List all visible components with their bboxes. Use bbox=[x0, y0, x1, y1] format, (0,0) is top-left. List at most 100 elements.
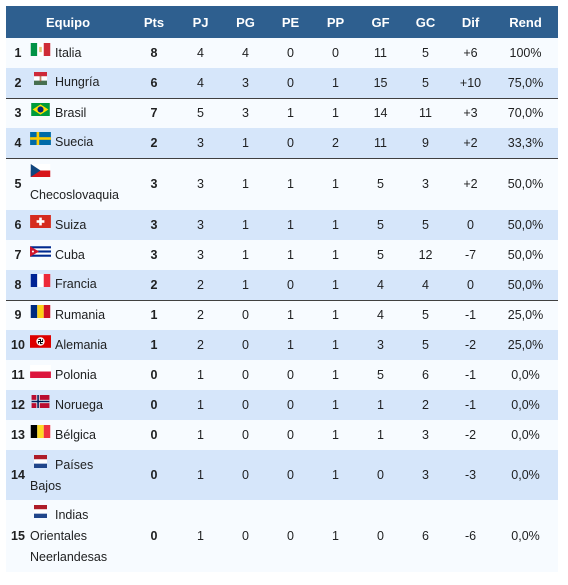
team-cell: Francia bbox=[30, 270, 131, 300]
header-equipo[interactable]: Equipo bbox=[6, 6, 131, 38]
pj-cell: 1 bbox=[178, 420, 224, 450]
team-cell: Italia bbox=[30, 38, 131, 68]
team-name[interactable]: Noruega bbox=[55, 397, 103, 412]
pp-cell: 1 bbox=[313, 240, 359, 270]
pp-cell: 1 bbox=[313, 390, 359, 420]
pts-cell: 3 bbox=[130, 210, 179, 240]
team-name[interactable]: Checoslovaquia bbox=[30, 188, 119, 203]
gc-cell: 6 bbox=[403, 500, 449, 572]
dif-cell: +3 bbox=[448, 97, 494, 128]
rend-cell: 0,0% bbox=[493, 390, 559, 420]
pe-cell: 1 bbox=[268, 299, 314, 330]
team-cell: Indias Orientales Neerlandesas bbox=[30, 500, 131, 572]
position-cell: 10 bbox=[6, 330, 30, 360]
team-name[interactable]: Países Bajos bbox=[30, 458, 94, 493]
team-cell: Noruega bbox=[30, 390, 131, 420]
dif-cell: +2 bbox=[448, 128, 494, 158]
pj-cell: 3 bbox=[178, 128, 224, 158]
pg-cell: 0 bbox=[223, 390, 269, 420]
gf-cell: 0 bbox=[358, 450, 404, 500]
pts-cell: 0 bbox=[130, 500, 179, 572]
position-cell: 15 bbox=[6, 500, 30, 572]
table-row: 3 Brasil 7 5 3 1 1 14 11 +3 70,0% bbox=[6, 97, 559, 128]
belgium-flag-icon bbox=[30, 424, 51, 445]
pp-cell: 2 bbox=[313, 128, 359, 158]
team-name[interactable]: Hungría bbox=[55, 75, 100, 90]
pts-cell: 2 bbox=[130, 270, 179, 300]
rend-cell: 50,0% bbox=[493, 240, 559, 270]
team-cell: Polonia bbox=[30, 360, 131, 390]
pe-cell: 0 bbox=[268, 360, 314, 390]
header-dif[interactable]: Dif bbox=[448, 6, 494, 38]
gf-cell: 14 bbox=[358, 97, 404, 128]
rend-cell: 50,0% bbox=[493, 157, 559, 210]
team-name[interactable]: Bélgica bbox=[55, 427, 96, 442]
header-pg[interactable]: PG bbox=[223, 6, 269, 38]
header-pe[interactable]: PE bbox=[268, 6, 314, 38]
pts-cell: 6 bbox=[130, 68, 179, 98]
team-name[interactable]: Alemania bbox=[55, 337, 108, 352]
romania-flag-icon bbox=[30, 304, 51, 325]
header-pp[interactable]: PP bbox=[313, 6, 359, 38]
gf-cell: 11 bbox=[358, 38, 404, 68]
czechoslovakia-flag-icon bbox=[30, 162, 51, 184]
dif-cell: -2 bbox=[448, 420, 494, 450]
pj-cell: 2 bbox=[178, 270, 224, 300]
pts-cell: 1 bbox=[130, 330, 179, 360]
team-name[interactable]: Indias Orientales Neerlandesas bbox=[30, 507, 108, 564]
gf-cell: 1 bbox=[358, 390, 404, 420]
table-row: 9 Rumania 1 2 0 1 1 4 5 -1 25,0% bbox=[6, 299, 559, 330]
pts-cell: 3 bbox=[130, 157, 179, 210]
team-name[interactable]: Polonia bbox=[55, 367, 97, 382]
gc-cell: 5 bbox=[403, 38, 449, 68]
pe-cell: 1 bbox=[268, 330, 314, 360]
rend-cell: 0,0% bbox=[493, 360, 559, 390]
gf-cell: 5 bbox=[358, 360, 404, 390]
position-cell: 11 bbox=[6, 360, 30, 390]
header-gf[interactable]: GF bbox=[358, 6, 404, 38]
team-name[interactable]: Cuba bbox=[55, 247, 85, 262]
norway-flag-icon bbox=[30, 394, 51, 415]
cuba-flag-icon bbox=[30, 244, 51, 265]
dif-cell: +10 bbox=[448, 68, 494, 98]
team-name[interactable]: Rumania bbox=[55, 307, 106, 322]
dif-cell: -6 bbox=[448, 500, 494, 572]
header-rend[interactable]: Rend bbox=[493, 6, 559, 38]
rend-cell: 100% bbox=[493, 38, 559, 68]
team-name[interactable]: Francia bbox=[55, 277, 97, 292]
gf-cell: 5 bbox=[358, 240, 404, 270]
gc-cell: 6 bbox=[403, 360, 449, 390]
team-name[interactable]: Brasil bbox=[55, 105, 87, 120]
team-cell: Checoslovaquia bbox=[30, 157, 131, 210]
dif-cell: 0 bbox=[448, 270, 494, 300]
pp-cell: 1 bbox=[313, 500, 359, 572]
pe-cell: 0 bbox=[268, 270, 314, 300]
pp-cell: 1 bbox=[313, 330, 359, 360]
netherlands-flag-icon bbox=[30, 504, 51, 525]
team-cell: Brasil bbox=[30, 97, 131, 128]
pp-cell: 1 bbox=[313, 68, 359, 98]
standings-table: Equipo Pts PJ PG PE PP GF GC Dif Rend 1 I… bbox=[6, 6, 559, 572]
team-name[interactable]: Italia bbox=[55, 45, 82, 60]
team-name[interactable]: Suiza bbox=[55, 217, 87, 232]
header-pts[interactable]: Pts bbox=[130, 6, 179, 38]
header-pj[interactable]: PJ bbox=[178, 6, 224, 38]
sweden-flag-icon bbox=[30, 131, 51, 152]
team-name[interactable]: Suecia bbox=[55, 135, 94, 150]
gc-cell: 5 bbox=[403, 330, 449, 360]
table-row: 5 Checoslovaquia 3 3 1 1 1 5 3 +2 50,0% bbox=[6, 157, 559, 210]
pg-cell: 1 bbox=[223, 128, 269, 158]
table-row: 6 Suiza 3 3 1 1 1 5 5 0 50,0% bbox=[6, 210, 559, 240]
position-cell: 12 bbox=[6, 390, 30, 420]
pp-cell: 1 bbox=[313, 450, 359, 500]
position-cell: 9 bbox=[6, 299, 30, 330]
gc-cell: 2 bbox=[403, 390, 449, 420]
position-cell: 8 bbox=[6, 270, 30, 300]
gc-cell: 5 bbox=[403, 299, 449, 330]
pp-cell: 1 bbox=[313, 270, 359, 300]
rend-cell: 33,3% bbox=[493, 128, 559, 158]
rend-cell: 0,0% bbox=[493, 420, 559, 450]
team-cell: Rumania bbox=[30, 299, 131, 330]
gf-cell: 4 bbox=[358, 270, 404, 300]
header-gc[interactable]: GC bbox=[403, 6, 449, 38]
